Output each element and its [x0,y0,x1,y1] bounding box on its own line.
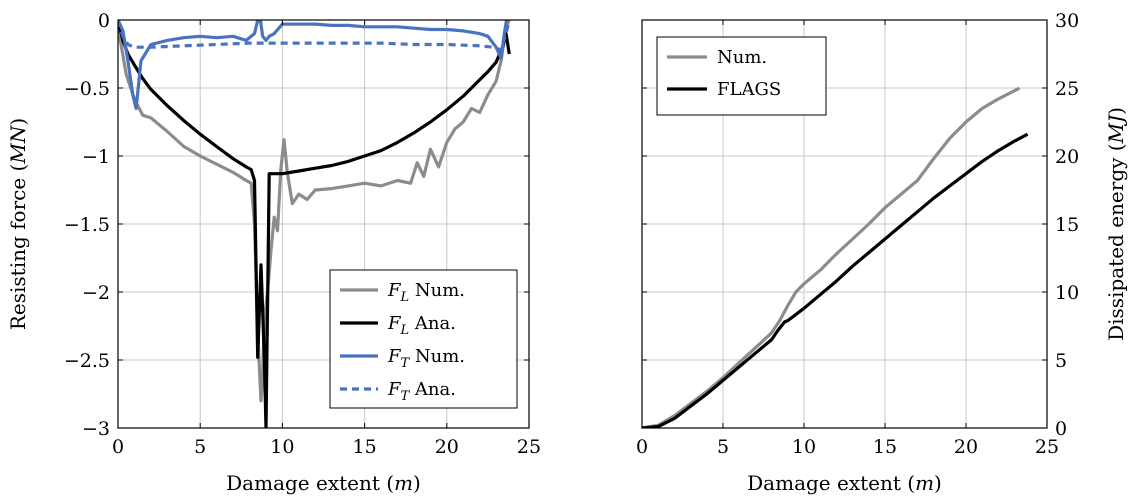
series-line-0 [642,86,1021,428]
series-line-1 [642,132,1029,428]
legend-entry: FL Num. [387,280,465,305]
x-axis-label: Damage extent (m) [226,471,421,495]
y-tick-label: −2.5 [64,350,110,372]
legend-entry: FLAGS [717,79,781,100]
x-tick-label: 20 [954,436,978,458]
series-line-0 [118,20,511,403]
x-tick-label: 0 [112,436,124,458]
series-line-1 [118,20,511,428]
x-tick-label: 0 [636,436,648,458]
y-axis-label: Dissipated energy (MJ) [1104,107,1128,341]
legend-box [656,36,827,116]
resisting-force-chart: 0 5 10 15 20 25 0 −0.5 −1 −1.5 −2 −2.5 −3 Damage exte… [6,10,541,495]
y-tick-label: −3 [82,418,110,440]
x-tick-label: 10 [792,436,816,458]
y-tick-label: −0.5 [64,78,110,100]
y-tick-label: 25 [1055,78,1079,100]
y-tick-label: 10 [1055,282,1079,304]
series-line-2 [118,20,509,111]
y-tick-label: 30 [1055,10,1079,32]
x-axis-label: Damage extent (m) [747,471,942,495]
x-tick-label: 5 [717,436,729,458]
legend-entry: FT Ana. [387,379,456,404]
x-tick-label: 15 [353,436,377,458]
legend-entry: Num. [717,47,767,68]
y-tick-label: 0 [1055,418,1067,440]
y-axis-label: Resisting force (MN) [6,118,30,330]
legend-entry: FT Num. [387,346,465,371]
legend: Num. FLAGS [656,36,827,116]
x-tick-label: 15 [873,436,897,458]
x-tick-label: 25 [1035,436,1059,458]
x-tick-label: 10 [270,436,294,458]
x-tick-label: 20 [435,436,459,458]
legend-entry: FL Ana. [387,313,456,338]
y-tick-label: 5 [1055,350,1067,372]
y-tick-label: 0 [98,10,110,32]
legend-box [329,269,518,409]
y-tick-label: 15 [1055,214,1079,236]
y-tick-label: −1.5 [64,214,110,236]
legend: FL Num. FL Ana. FT Num. FT Ana. [329,269,518,409]
x-tick-label: 5 [194,436,206,458]
y-tick-label: −2 [82,282,110,304]
y-tick-label: 20 [1055,146,1079,168]
x-tick-label: 25 [517,436,541,458]
y-tick-label: −1 [82,146,110,168]
